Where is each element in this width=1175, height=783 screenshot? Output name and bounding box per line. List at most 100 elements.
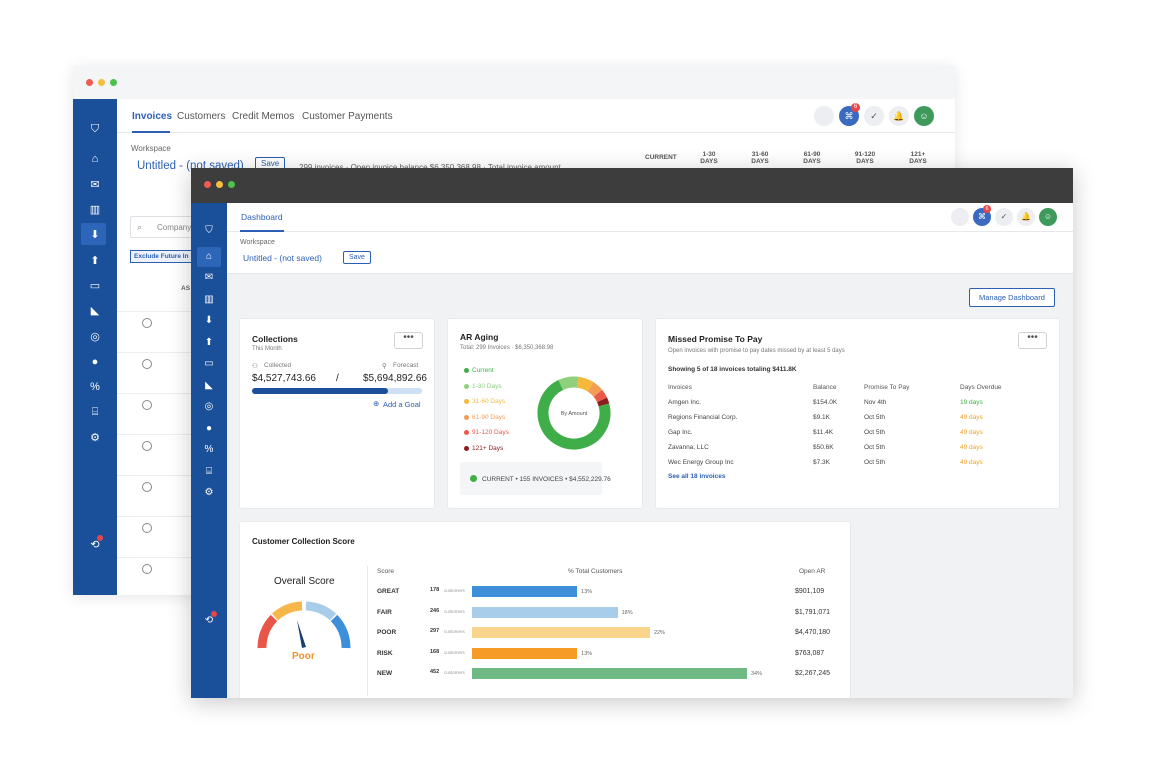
table-row[interactable]	[117, 434, 191, 475]
table-row[interactable]	[117, 311, 191, 352]
card-title: Collections	[252, 334, 298, 344]
logo-icon: ⛉	[90, 123, 100, 135]
bell-icon[interactable]: 🔔	[1017, 208, 1035, 226]
reports-icon[interactable]: ▥	[204, 294, 214, 305]
add-goal-link[interactable]: Add a Goal	[383, 400, 421, 409]
row-radio[interactable]	[142, 400, 152, 410]
sync-icon[interactable]: ⟲	[204, 615, 214, 626]
score-bar[interactable]	[472, 586, 578, 597]
bank-icon[interactable]: ⌸	[206, 466, 212, 477]
search-avatar-icon[interactable]	[951, 208, 969, 226]
invoice-customer[interactable]: Wec Energy Group Inc	[668, 459, 734, 466]
sync-icon[interactable]: ⟲	[90, 539, 100, 551]
more-options-button[interactable]: •••	[1018, 332, 1047, 349]
tab-dashboard[interactable]: Dashboard	[241, 212, 283, 222]
forecast-value: $5,694,892.66	[363, 373, 427, 384]
close-dot[interactable]	[86, 79, 93, 86]
ar-aging-card: AR Aging Total: 299 Invoices · $6,350,36…	[447, 318, 643, 509]
more-options-button[interactable]: •••	[394, 332, 423, 349]
row-radio[interactable]	[142, 318, 152, 328]
tab-invoices[interactable]: Invoices	[132, 111, 173, 122]
row-radio[interactable]	[142, 564, 152, 574]
legend-label[interactable]: 121+ Days	[472, 444, 504, 452]
sidebar: ⛉ ⌂ ✉ ▥ ⬇ ⬆ ▭ ◣ ◎ ● % ⌸ ⚙ ⟲	[73, 99, 117, 595]
megaphone-icon[interactable]: ◣	[90, 305, 100, 317]
table-row[interactable]	[117, 475, 191, 516]
check-icon[interactable]: ✓	[995, 208, 1013, 226]
score-bar[interactable]	[472, 606, 618, 618]
aging-header: 31-60 DAYS	[751, 151, 769, 165]
check-icon[interactable]: ✓	[864, 106, 884, 126]
tab-customer-payments[interactable]: Customer Payments	[302, 111, 393, 122]
user-avatar-icon[interactable]: ☺	[914, 106, 934, 126]
score-bar[interactable]	[472, 668, 747, 679]
tab-credit-memos[interactable]: Credit Memos	[232, 111, 295, 122]
invoice-customer[interactable]: Gap Inc.	[668, 429, 693, 436]
donut-slice[interactable]	[536, 375, 612, 451]
filter-chip[interactable]: Exclude Future In	[130, 250, 193, 263]
user-avatar-icon[interactable]: ☺	[1039, 208, 1057, 226]
close-dot[interactable]	[204, 181, 211, 188]
percent-icon[interactable]: %	[90, 381, 100, 393]
minimize-dot[interactable]	[98, 79, 105, 86]
aging-header: 121+ DAYS	[909, 151, 927, 165]
gear-icon[interactable]: ⚙	[90, 432, 100, 444]
manage-dashboard-button[interactable]: Manage Dashboard	[969, 288, 1055, 307]
invoice-customer[interactable]: Regions Financial Corp.	[668, 414, 738, 421]
payables-icon[interactable]: ⬆	[204, 337, 214, 348]
inbox-icon[interactable]: ✉	[90, 179, 100, 191]
score-gauge	[257, 601, 351, 649]
table-row[interactable]	[117, 393, 191, 434]
save-button[interactable]: Save	[343, 251, 371, 264]
row-radio[interactable]	[142, 482, 152, 492]
maximize-dot[interactable]	[110, 79, 117, 86]
receivables-icon[interactable]: ⬇	[90, 229, 100, 241]
card-icon[interactable]: ▭	[89, 280, 101, 292]
table-cell: 49 days	[960, 414, 983, 421]
table-row[interactable]	[117, 352, 191, 393]
megaphone-icon[interactable]: ◣	[205, 380, 213, 391]
search-input[interactable]: ⌕ Company	[130, 216, 200, 238]
bank-icon[interactable]: ⌸	[91, 406, 99, 418]
row-radio[interactable]	[142, 359, 152, 369]
legend-label[interactable]: 1-30 Days	[472, 382, 502, 390]
bulb-icon[interactable]: ●	[205, 423, 213, 434]
target-icon[interactable]: ◎	[204, 401, 214, 412]
legend-label[interactable]: 31-60 Days	[472, 398, 506, 405]
bell-icon[interactable]: 🔔	[889, 106, 909, 126]
row-radio[interactable]	[142, 523, 152, 533]
legend-dot-icon	[464, 368, 469, 373]
maximize-dot[interactable]	[228, 181, 235, 188]
inbox-icon[interactable]: ✉	[204, 272, 214, 283]
workspace-name[interactable]: Untitled - (not saved)	[243, 253, 322, 263]
table-row[interactable]	[117, 516, 191, 557]
home-icon[interactable]: ⌂	[205, 251, 213, 262]
row-radio[interactable]	[142, 441, 152, 451]
legend-label[interactable]: 61-90 Days	[472, 413, 506, 421]
payables-icon[interactable]: ⬆	[90, 255, 100, 267]
donut-slice[interactable]	[536, 375, 612, 451]
gear-icon[interactable]: ⚙	[204, 487, 214, 498]
minimize-dot[interactable]	[216, 181, 223, 188]
bulb-icon[interactable]: ●	[91, 356, 99, 368]
target-icon[interactable]: ◎	[90, 331, 100, 343]
see-all-link[interactable]: See all 18 invoices	[668, 473, 726, 480]
add-goal-icon[interactable]: ⊕	[373, 399, 380, 408]
percent-icon[interactable]: %	[204, 444, 214, 455]
collected-value: $4,527,743.66	[252, 373, 316, 384]
legend-label[interactable]: Current	[472, 367, 494, 374]
invoice-customer[interactable]: Amgen Inc.	[668, 399, 701, 406]
home-icon[interactable]: ⌂	[91, 153, 99, 165]
tab-customers[interactable]: Customers	[177, 111, 226, 122]
legend-label[interactable]: 91-120 Days	[472, 429, 509, 436]
invoice-customer[interactable]: Zavanna, LLC	[668, 444, 709, 451]
table-row[interactable]	[117, 557, 191, 595]
receivables-icon[interactable]: ⬇	[204, 315, 214, 326]
search-placeholder: Company	[157, 223, 192, 232]
reports-icon[interactable]: ▥	[89, 204, 101, 216]
card-icon[interactable]: ▭	[204, 358, 214, 369]
search-avatar-icon[interactable]	[814, 106, 834, 126]
score-bar[interactable]	[472, 627, 650, 638]
legend-dot-icon	[464, 445, 469, 451]
score-bar[interactable]	[472, 647, 578, 659]
